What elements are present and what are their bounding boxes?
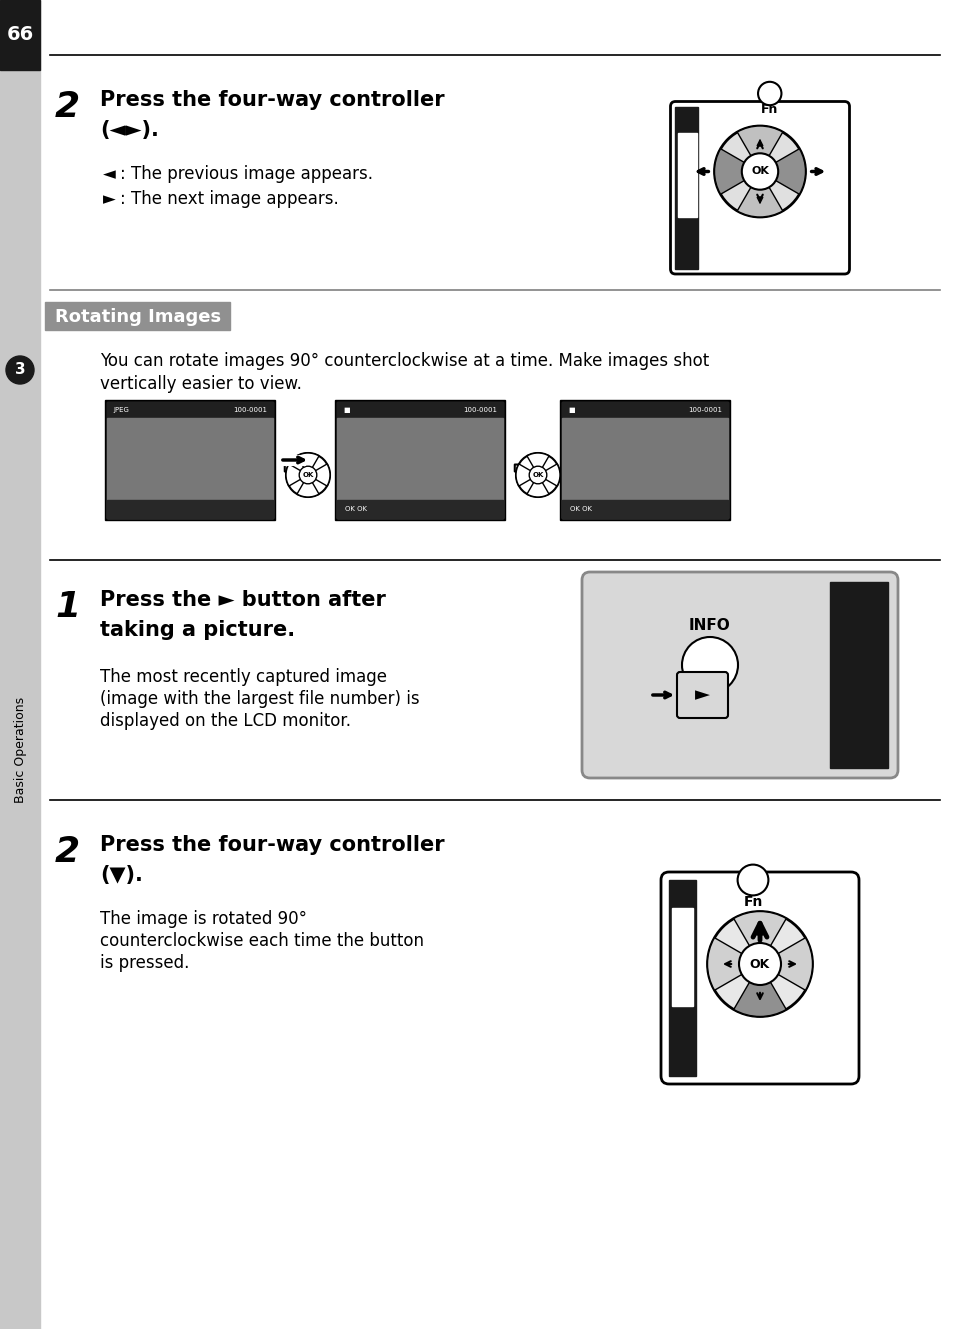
Text: vertically easier to view.: vertically easier to view. — [100, 375, 301, 393]
Bar — [336, 401, 502, 419]
Wedge shape — [707, 938, 760, 990]
Bar — [107, 500, 273, 518]
Bar — [336, 401, 502, 518]
Text: 2: 2 — [55, 835, 80, 869]
Circle shape — [6, 356, 34, 384]
Bar — [668, 880, 695, 1076]
Circle shape — [737, 865, 767, 896]
Text: 2: 2 — [55, 90, 80, 124]
Text: 1: 1 — [55, 590, 80, 625]
Text: ►: ► — [103, 190, 115, 209]
Wedge shape — [733, 964, 785, 1017]
Circle shape — [741, 153, 778, 190]
Text: is pressed.: is pressed. — [100, 954, 190, 971]
Text: ■: ■ — [567, 407, 574, 413]
Circle shape — [758, 82, 781, 105]
Bar — [559, 400, 729, 520]
Text: (▼).: (▼). — [100, 865, 143, 885]
Wedge shape — [296, 474, 318, 497]
Text: 3: 3 — [14, 363, 26, 377]
Bar — [561, 419, 727, 518]
Circle shape — [286, 453, 330, 497]
Text: Fn: Fn — [742, 896, 761, 909]
Text: (◄►).: (◄►). — [100, 120, 159, 140]
Wedge shape — [296, 453, 318, 474]
Circle shape — [299, 466, 316, 484]
Wedge shape — [760, 149, 804, 194]
Bar — [561, 500, 727, 518]
Text: OK OK: OK OK — [345, 506, 367, 512]
FancyBboxPatch shape — [670, 101, 848, 274]
Bar — [0, 0, 40, 70]
Wedge shape — [760, 938, 812, 990]
FancyArrowPatch shape — [515, 460, 541, 476]
FancyArrowPatch shape — [285, 460, 312, 476]
Text: The most recently captured image: The most recently captured image — [100, 668, 387, 686]
Bar — [336, 419, 502, 518]
Wedge shape — [526, 453, 548, 474]
Wedge shape — [737, 126, 781, 171]
Text: OK OK: OK OK — [569, 506, 592, 512]
Text: OK: OK — [750, 166, 768, 177]
Text: OK: OK — [749, 957, 769, 970]
Text: counterclockwise each time the button: counterclockwise each time the button — [100, 932, 423, 950]
Text: ■: ■ — [343, 407, 349, 413]
Bar — [678, 133, 696, 217]
Text: taking a picture.: taking a picture. — [100, 621, 294, 641]
Wedge shape — [286, 464, 308, 486]
Circle shape — [529, 466, 546, 484]
Bar — [0, 0, 40, 1329]
Bar — [107, 401, 273, 518]
Bar — [671, 908, 692, 1006]
Bar — [561, 401, 727, 419]
Circle shape — [707, 912, 812, 1017]
Circle shape — [681, 637, 738, 692]
Bar — [829, 582, 887, 768]
Wedge shape — [537, 464, 559, 486]
Text: You can rotate images 90° counterclockwise at a time. Make images shot: You can rotate images 90° counterclockwi… — [100, 352, 708, 369]
Text: Rotating Images: Rotating Images — [55, 308, 221, 326]
Bar — [107, 401, 273, 419]
Wedge shape — [733, 912, 785, 964]
Circle shape — [714, 126, 804, 217]
Bar — [45, 302, 230, 330]
Text: (image with the largest file number) is: (image with the largest file number) is — [100, 690, 419, 708]
Text: 100-0001: 100-0001 — [233, 407, 267, 413]
Bar — [336, 500, 502, 518]
Wedge shape — [526, 474, 548, 497]
Text: INFO: INFO — [688, 618, 730, 633]
Text: Press the ► button after: Press the ► button after — [100, 590, 385, 610]
Text: OK: OK — [302, 472, 314, 478]
Circle shape — [516, 453, 559, 497]
Text: OK: OK — [532, 472, 543, 478]
Bar — [675, 106, 698, 268]
Text: displayed on the LCD monitor.: displayed on the LCD monitor. — [100, 712, 351, 730]
Text: Basic Operations: Basic Operations — [13, 696, 27, 803]
Bar — [561, 401, 727, 518]
Circle shape — [739, 944, 781, 985]
FancyBboxPatch shape — [660, 872, 858, 1084]
Text: 100-0001: 100-0001 — [462, 407, 497, 413]
Text: Press the four-way controller: Press the four-way controller — [100, 835, 444, 855]
Text: JPEG: JPEG — [112, 407, 129, 413]
Text: : The next image appears.: : The next image appears. — [120, 190, 338, 209]
FancyBboxPatch shape — [581, 571, 897, 777]
Bar — [105, 400, 274, 520]
Wedge shape — [516, 464, 537, 486]
Text: Fn: Fn — [760, 104, 778, 116]
Text: : The previous image appears.: : The previous image appears. — [120, 165, 373, 183]
Text: Press the four-way controller: Press the four-way controller — [100, 90, 444, 110]
Text: ►: ► — [694, 686, 709, 704]
FancyBboxPatch shape — [677, 672, 727, 718]
Bar — [107, 419, 273, 518]
Text: 100-0001: 100-0001 — [687, 407, 721, 413]
Text: ◄: ◄ — [103, 165, 115, 183]
Text: The image is rotated 90°: The image is rotated 90° — [100, 910, 307, 928]
Bar — [335, 400, 504, 520]
Text: 66: 66 — [7, 25, 33, 44]
Wedge shape — [308, 464, 330, 486]
Wedge shape — [714, 149, 760, 194]
Wedge shape — [737, 171, 781, 217]
